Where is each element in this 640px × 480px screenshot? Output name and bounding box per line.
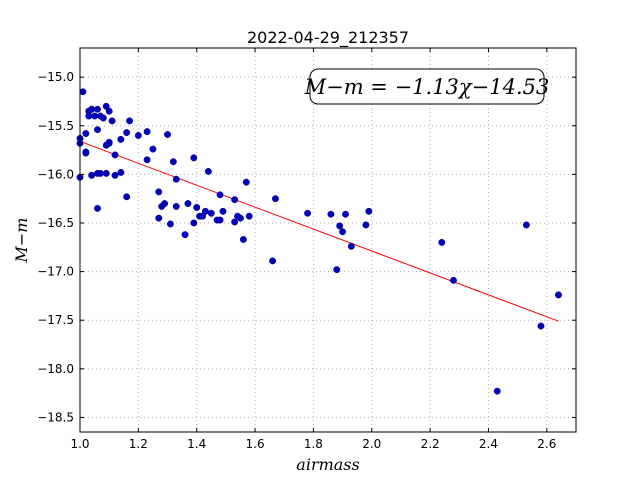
- fit-line: [79, 140, 559, 322]
- data-point: [102, 141, 110, 149]
- data-point: [164, 131, 171, 138]
- data-point: [94, 126, 101, 134]
- data-point: [190, 154, 198, 162]
- data-point: [181, 231, 189, 239]
- tick-labels: 1.0 1.2 1.4 1.6 1.8 2.0 2.2 2.4 2.6 −15.0 −15.5 −16…: [37, 70, 556, 451]
- grid-lines: [79, 48, 576, 432]
- axis-ticks: [79, 48, 576, 432]
- x-tick-label: 2.4: [479, 437, 498, 451]
- data-point: [339, 228, 347, 236]
- data-point: [272, 195, 279, 203]
- x-axis-label: airmass: [296, 455, 359, 474]
- data-point: [79, 88, 87, 96]
- data-point: [304, 209, 312, 217]
- data-point: [126, 117, 134, 125]
- data-point: [202, 207, 209, 215]
- data-point: [327, 210, 335, 218]
- data-point: [269, 257, 277, 265]
- data-point: [105, 107, 113, 115]
- data-point: [245, 212, 253, 220]
- data-point: [333, 266, 341, 274]
- data-point: [193, 203, 201, 211]
- data-point: [438, 238, 446, 246]
- data-point: [88, 105, 96, 113]
- data-point: [88, 171, 96, 179]
- data-point: [102, 169, 110, 177]
- data-point: [362, 221, 370, 229]
- data-point: [108, 117, 116, 125]
- x-tick-label: 1.2: [129, 437, 148, 451]
- fit-line-layer: [79, 140, 559, 322]
- data-point: [450, 276, 457, 284]
- plot-frame: [79, 47, 577, 433]
- y-tick-label: −17.5: [37, 313, 74, 327]
- x-tick-label: 1.8: [304, 437, 323, 451]
- y-tick-label: −16.0: [37, 167, 74, 181]
- fit-equation: M−m = −1.13χ−14.53: [304, 75, 550, 99]
- data-point: [169, 158, 177, 166]
- data-point: [91, 112, 99, 120]
- data-point: [172, 175, 180, 183]
- data-point: [134, 132, 142, 139]
- x-tick-label: 2.0: [362, 437, 381, 451]
- data-point: [522, 221, 530, 229]
- data-point: [239, 236, 247, 243]
- data-point: [216, 191, 224, 199]
- y-axis-label: M−m: [12, 218, 31, 264]
- y-tick-label: −16.5: [37, 216, 74, 230]
- chart-title: 2022-04-29_212357: [247, 28, 409, 48]
- data-point: [207, 209, 215, 217]
- data-point: [184, 200, 192, 207]
- data-point: [149, 145, 157, 153]
- y-tick-label: −18.0: [37, 362, 74, 376]
- data-point: [336, 222, 344, 230]
- data-point: [143, 128, 151, 136]
- y-tick-label: −18.5: [37, 410, 74, 424]
- data-point: [161, 200, 169, 207]
- data-point: [365, 207, 373, 215]
- data-point: [155, 188, 163, 196]
- data-point: [231, 218, 239, 226]
- data-point: [94, 105, 101, 113]
- data-point: [190, 219, 198, 227]
- data-point: [99, 114, 107, 122]
- data-point: [216, 216, 224, 224]
- data-points-layer: [76, 88, 562, 395]
- data-point: [117, 168, 125, 176]
- data-point: [231, 196, 239, 204]
- data-point: [117, 135, 125, 143]
- fit-equation-box: M−m = −1.13χ−14.53: [304, 68, 550, 105]
- y-tick-label: −15.0: [37, 70, 74, 84]
- data-point: [123, 129, 131, 137]
- data-point: [555, 291, 562, 299]
- data-point: [143, 156, 151, 164]
- data-point: [493, 387, 501, 395]
- x-tick-label: 2.2: [421, 437, 440, 451]
- data-point: [82, 148, 90, 156]
- data-point: [96, 169, 104, 177]
- data-point: [219, 207, 227, 215]
- x-tick-label: 2.6: [537, 437, 556, 451]
- data-point: [111, 171, 119, 179]
- data-point: [155, 214, 163, 222]
- y-tick-label: −17.0: [37, 265, 74, 279]
- data-point: [234, 212, 242, 220]
- data-point: [166, 220, 174, 228]
- y-tick-label: −15.5: [37, 119, 74, 133]
- x-tick-label: 1.0: [70, 437, 89, 451]
- data-point: [82, 130, 90, 137]
- x-tick-label: 1.4: [187, 437, 206, 451]
- data-point: [204, 168, 212, 175]
- x-tick-label: 1.6: [246, 437, 265, 451]
- data-point: [172, 203, 180, 210]
- data-point: [111, 151, 119, 159]
- data-point: [342, 210, 349, 218]
- data-point: [242, 178, 250, 186]
- data-point: [537, 322, 545, 330]
- data-point: [123, 193, 131, 201]
- data-point: [94, 204, 101, 212]
- data-point: [347, 242, 355, 250]
